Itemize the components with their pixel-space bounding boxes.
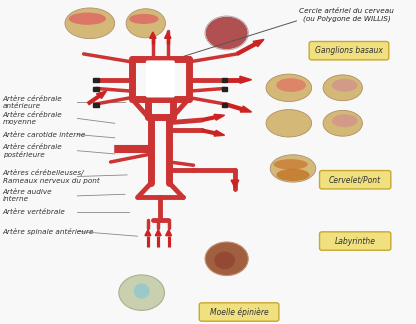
Polygon shape [155,230,161,236]
Circle shape [205,242,248,275]
Bar [93,103,99,107]
Ellipse shape [214,251,235,269]
Polygon shape [240,76,252,83]
Polygon shape [165,32,171,38]
Bar [93,78,99,82]
Text: Moelle épinière: Moelle épinière [210,307,268,317]
FancyBboxPatch shape [319,232,391,250]
FancyBboxPatch shape [319,170,391,189]
Ellipse shape [65,8,115,39]
Circle shape [119,275,164,310]
Ellipse shape [266,110,312,137]
Polygon shape [253,40,264,47]
Text: Cercle artériel du cerveau
(ou Polygone de WILLIS): Cercle artériel du cerveau (ou Polygone … [300,8,394,22]
Text: Artère audive
interne: Artère audive interne [3,189,52,202]
Polygon shape [214,130,225,136]
Ellipse shape [323,110,362,136]
Ellipse shape [276,78,306,92]
Ellipse shape [69,13,106,25]
Ellipse shape [332,114,357,127]
Polygon shape [145,230,151,236]
Text: Artère spinale antérieure: Artère spinale antérieure [3,228,94,235]
Bar [93,87,99,91]
Polygon shape [97,91,106,98]
Ellipse shape [323,75,362,101]
Text: Cervelet/Pont: Cervelet/Pont [329,175,381,184]
Bar [222,78,228,82]
FancyBboxPatch shape [199,303,279,321]
Polygon shape [150,32,156,38]
Polygon shape [231,180,239,188]
Text: Artère cérébrale
antérieure: Artère cérébrale antérieure [3,96,62,109]
Bar [222,87,228,91]
Ellipse shape [129,14,158,24]
Ellipse shape [126,9,166,38]
Ellipse shape [266,74,312,101]
Bar [222,103,228,107]
Polygon shape [166,230,171,236]
Text: Artère vertébrale: Artère vertébrale [3,209,66,215]
Text: Artère cérébrale
moyenne: Artère cérébrale moyenne [3,112,62,125]
Circle shape [205,16,248,50]
Ellipse shape [270,155,316,182]
FancyBboxPatch shape [146,60,175,98]
Text: Artères cérébelleuses/
Rameaux nerveux du pont: Artères cérébelleuses/ Rameaux nerveux d… [3,169,99,184]
Ellipse shape [134,283,149,299]
Text: Labyrinthe: Labyrinthe [335,237,376,246]
FancyBboxPatch shape [309,41,389,60]
Ellipse shape [332,79,357,92]
Ellipse shape [213,19,240,43]
Polygon shape [214,114,225,120]
Ellipse shape [274,159,308,169]
Text: Artère cérébrale
postérieure: Artère cérébrale postérieure [3,144,62,158]
Polygon shape [240,106,252,112]
Ellipse shape [276,169,310,181]
Text: Artère carotide interne: Artère carotide interne [3,132,86,138]
Ellipse shape [276,114,306,127]
Text: Ganglions basaux: Ganglions basaux [315,46,383,55]
